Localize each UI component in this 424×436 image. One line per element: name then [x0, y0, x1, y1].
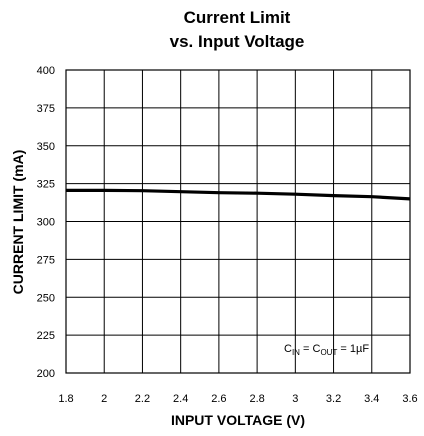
x-tick-label: 3.6 — [402, 393, 417, 405]
chart-title-line2: vs. Input Voltage — [170, 32, 305, 51]
plot-frame — [65, 69, 411, 374]
x-tick-label: 3.4 — [364, 393, 379, 405]
x-tick-label: 2.2 — [135, 393, 150, 405]
x-tick-label: 2.8 — [249, 393, 264, 405]
series-line — [66, 188, 411, 201]
annotation-eq2: = 1µF — [337, 343, 369, 355]
x-tick-label: 2.6 — [211, 393, 226, 405]
y-tick-label: 300 — [37, 217, 55, 229]
grid — [66, 70, 410, 373]
annotation: CIN = COUT = 1µF — [284, 343, 369, 357]
y-tick-label: 325 — [37, 179, 55, 191]
annotation-c1-sub: IN — [292, 348, 300, 357]
y-tick-label: 275 — [37, 254, 55, 266]
x-axis-label: INPUT VOLTAGE (V) — [171, 412, 305, 428]
x-tick-label: 3.2 — [326, 393, 341, 405]
annotation-eq1: = C — [300, 343, 321, 355]
y-tick-label: 225 — [37, 330, 55, 342]
x-tick-label: 2 — [101, 393, 107, 405]
x-tick-label: 3 — [292, 393, 298, 405]
y-axis-label: CURRENT LIMIT (mA) — [10, 150, 26, 295]
y-tick-label: 250 — [37, 292, 55, 304]
y-tick-label: 375 — [37, 103, 55, 115]
y-tick-label: 350 — [37, 141, 55, 153]
annotation-c2-sub: OUT — [320, 348, 337, 357]
chart-title-line1: Current Limit — [184, 8, 291, 27]
y-tick-label: 200 — [37, 368, 55, 380]
x-tick-label: 2.4 — [173, 393, 188, 405]
x-tick-labels: 1.8 2 2.2 2.4 2.6 2.8 3 3.2 3.4 3.6 — [58, 393, 417, 405]
x-tick-label: 1.8 — [58, 393, 73, 405]
y-tick-label: 400 — [37, 65, 55, 77]
y-tick-labels: 200 225 250 275 300 325 350 375 400 — [37, 65, 55, 380]
annotation-c1: C — [284, 343, 292, 355]
